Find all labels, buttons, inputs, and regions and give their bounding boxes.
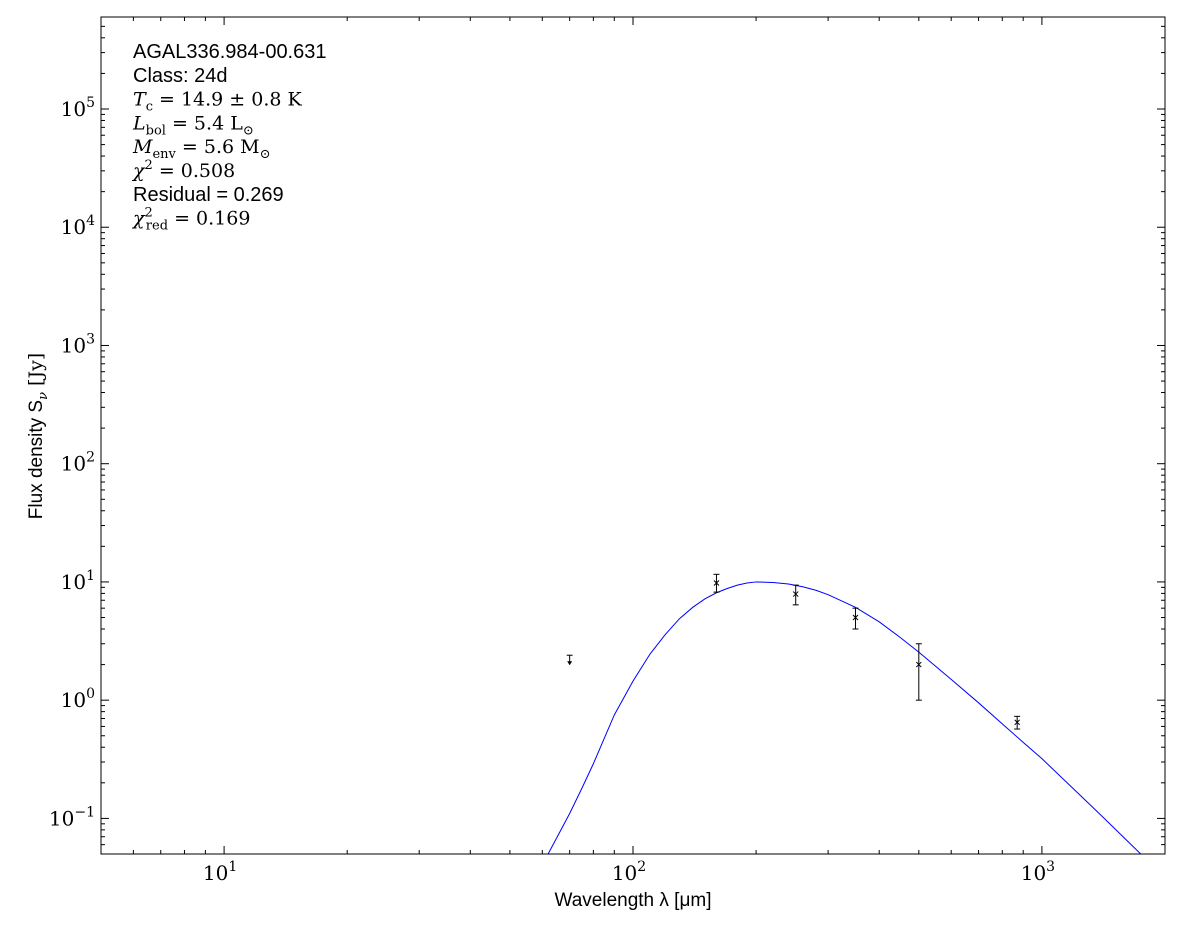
minor-ticks: [101, 17, 1165, 854]
upper-limit-point: [566, 654, 573, 666]
plot-background: [101, 17, 1165, 854]
x-axis-label: Wavelength λ [μm]: [554, 890, 711, 911]
y-tick-label: 105: [61, 95, 95, 121]
annotation-line: χ2 red = 0.169: [131, 206, 250, 234]
data-point: [713, 573, 720, 593]
annotation-line: χ2 = 0.508: [131, 158, 235, 182]
y-tick-labels: 10−1 100 101 102 103 104 105: [49, 95, 95, 830]
data-point: [792, 584, 799, 606]
y-tick-label: 104: [61, 213, 95, 239]
annotation-line: Residual = 0.269: [133, 184, 284, 206]
x-marker: [915, 661, 922, 668]
y-axis-label-subscript: ν: [36, 392, 51, 400]
plot-frame: [100, 16, 1166, 855]
x-tick-labels: 101 102 103: [203, 859, 1055, 885]
x-marker: [792, 591, 799, 597]
model-curve-line: [547, 581, 1142, 854]
annotation-line: Class: 24d: [133, 65, 228, 87]
y-tick-label: 10−1: [49, 804, 95, 830]
data-point: [852, 607, 859, 630]
annotation-line: Lbol = 5.4 L⊙: [132, 112, 254, 138]
data-point: [915, 643, 922, 701]
annotation-line: AGAL336.984-00.631: [133, 41, 327, 63]
data-point: [1014, 715, 1021, 730]
y-tick-label: 102: [61, 450, 95, 476]
upper-limit-arrow: [567, 661, 573, 666]
major-ticks: [101, 17, 1165, 854]
x-marker: [1014, 719, 1021, 726]
x-tick-label: 102: [612, 859, 646, 885]
x-marker: [713, 580, 720, 586]
x-tick-label: 101: [203, 859, 237, 885]
y-tick-label: 101: [61, 568, 95, 594]
x-tick-label: 103: [1021, 859, 1055, 885]
y-tick-label: 103: [61, 331, 95, 357]
y-axis-label: Flux density Sν [Jy]: [25, 353, 51, 519]
data-points: [566, 573, 1021, 730]
y-tick-label: 100: [61, 686, 95, 712]
x-marker: [852, 614, 859, 621]
annotation-line: Tc = 14.9 ± 0.8 K: [133, 89, 303, 115]
annotation-line: Menv = 5.6 M⊙: [132, 136, 271, 162]
